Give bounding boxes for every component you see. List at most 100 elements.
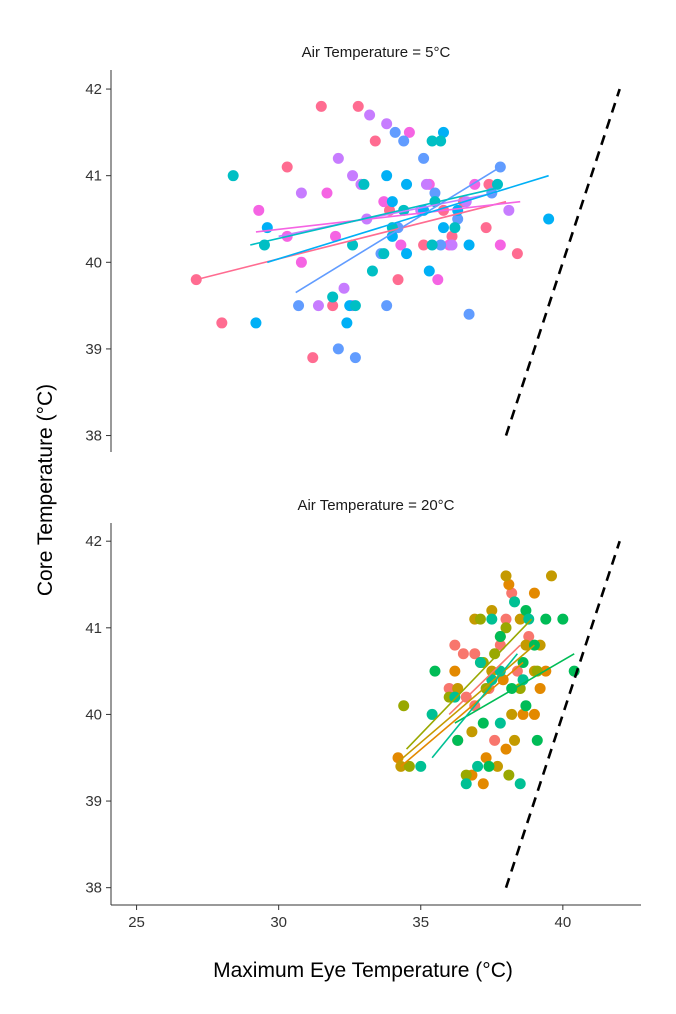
data-point [386, 196, 398, 208]
data-point [457, 648, 469, 660]
data-point [446, 230, 458, 242]
fit-line [250, 187, 495, 246]
data-point [341, 317, 353, 329]
data-point [429, 665, 441, 677]
data-point [531, 734, 543, 746]
data-point [540, 613, 552, 625]
y-tick-label: 39 [85, 341, 102, 358]
data-point [321, 187, 333, 199]
data-point [543, 213, 555, 225]
data-point [520, 604, 532, 616]
data-point [415, 760, 427, 772]
data-point [463, 239, 475, 251]
data-point [491, 760, 503, 772]
data-point [378, 196, 390, 208]
data-point [401, 248, 413, 260]
fit-line [400, 661, 524, 768]
data-point [514, 778, 526, 790]
data-point [312, 300, 324, 312]
data-point [480, 222, 492, 234]
fit-line [397, 644, 535, 763]
fit-line [295, 166, 501, 294]
data-point [446, 239, 458, 251]
data-point [494, 239, 506, 251]
x-tick-label: 35 [412, 914, 429, 931]
data-point [418, 239, 430, 251]
x-tick-label: 25 [128, 914, 145, 931]
data-point [514, 682, 526, 694]
data-point [295, 187, 307, 199]
data-point [486, 613, 498, 625]
fit-line [196, 200, 507, 281]
data-point [389, 126, 401, 138]
data-point [520, 639, 532, 651]
y-tick-label: 40 [85, 254, 102, 271]
data-point [460, 769, 472, 781]
data-point [392, 274, 404, 286]
data-point [432, 274, 444, 286]
data-point [477, 717, 489, 729]
x-tick-label: 40 [555, 914, 572, 931]
data-point [395, 239, 407, 251]
y-tick-label: 41 [85, 168, 102, 185]
data-point [315, 100, 327, 112]
data-point [429, 187, 441, 199]
data-point [426, 708, 438, 720]
data-point [452, 682, 464, 694]
data-point [386, 230, 398, 242]
y-tick-label: 41 [85, 620, 102, 637]
data-point [426, 239, 438, 251]
data-point [437, 126, 449, 138]
data-point [486, 665, 498, 677]
data-point [250, 317, 262, 329]
data-point [474, 656, 486, 668]
data-point [295, 256, 307, 268]
fit-line [255, 200, 521, 233]
data-point [449, 691, 461, 703]
data-point [398, 135, 410, 147]
data-point [347, 170, 359, 182]
data-point [491, 178, 503, 190]
data-point [528, 708, 540, 720]
data-point [293, 300, 305, 312]
data-point [253, 204, 265, 216]
y-tick-label: 39 [85, 793, 102, 810]
data-point [477, 778, 489, 790]
data-point [472, 760, 484, 772]
data-point [520, 700, 532, 712]
data-point [503, 769, 515, 781]
data-point [381, 170, 393, 182]
data-point [500, 613, 512, 625]
data-point [486, 604, 498, 616]
data-point [452, 734, 464, 746]
data-point [418, 152, 430, 164]
y-tick-label: 42 [85, 533, 102, 550]
data-point [366, 265, 378, 277]
data-point [401, 178, 413, 190]
data-point [307, 352, 319, 364]
data-point [500, 570, 512, 582]
y-tick-label: 38 [85, 428, 102, 445]
data-point [503, 204, 515, 216]
data-point [557, 613, 569, 625]
data-point [449, 222, 461, 234]
data-point [443, 682, 455, 694]
panel-title-bottom: Air Temperature = 20°C [297, 497, 454, 514]
x-axis-label: Maximum Eye Temperature (°C) [213, 959, 513, 982]
data-point [352, 100, 364, 112]
data-point [480, 752, 492, 764]
data-point [489, 734, 501, 746]
data-point [483, 178, 495, 190]
data-point [509, 596, 521, 608]
data-point [358, 178, 370, 190]
data-point [528, 587, 540, 599]
data-point [511, 248, 523, 260]
data-point [332, 152, 344, 164]
data-point [398, 700, 410, 712]
data-point [378, 248, 390, 260]
fit-line [448, 644, 521, 716]
data-point [452, 213, 464, 225]
data-point [338, 282, 350, 294]
data-point [483, 760, 495, 772]
